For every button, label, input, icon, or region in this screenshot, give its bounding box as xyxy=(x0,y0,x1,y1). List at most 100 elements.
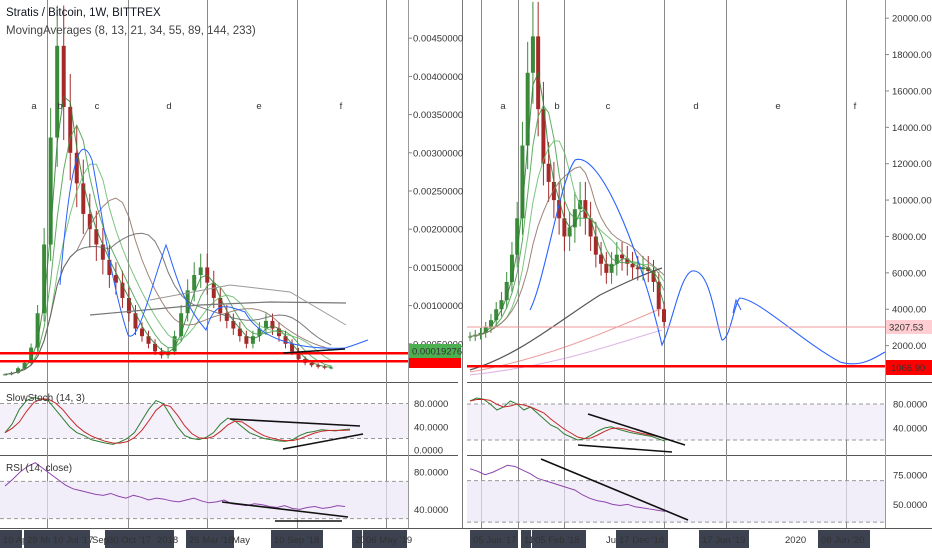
trendline xyxy=(221,501,349,518)
right-stoch-pane xyxy=(467,397,885,453)
candle-body xyxy=(329,367,334,369)
time-axis-label: 05 Jun '17 xyxy=(473,535,517,546)
candle-body xyxy=(316,365,321,367)
time-axis-label: 17 Jun '19 xyxy=(702,535,746,546)
time-label-bg xyxy=(699,530,749,548)
projection-curve xyxy=(529,158,886,365)
right-price-pane: a b c d e f xyxy=(467,1,886,376)
candle-body xyxy=(250,336,255,344)
time-label-bg xyxy=(186,530,234,548)
phase-label-d: d xyxy=(166,101,171,112)
rsi-line xyxy=(4,462,346,510)
stoch-axis-label: 0.0000 xyxy=(414,446,443,457)
candle-body xyxy=(604,263,609,273)
candle-body xyxy=(546,163,551,182)
time-label-bg xyxy=(521,530,531,548)
time-axis-label: 20 xyxy=(355,535,366,546)
candle-body xyxy=(120,282,125,298)
candle-body xyxy=(515,218,520,255)
rsi-band xyxy=(0,481,408,519)
phase-label-e: e xyxy=(775,101,780,112)
trendline xyxy=(282,433,364,450)
phase-label-c: c xyxy=(95,101,100,112)
candle-body xyxy=(468,336,472,338)
candle-body xyxy=(541,109,546,164)
candle-body xyxy=(68,106,73,153)
time-label-bg xyxy=(532,530,586,548)
phase-label-f: f xyxy=(340,101,343,112)
time-axis-label: 29 Ma xyxy=(27,535,54,546)
time-axis-label-faint: Sep xyxy=(92,535,109,546)
candle-body xyxy=(61,45,66,107)
candle-body xyxy=(609,263,614,273)
moving-average-line xyxy=(469,71,665,338)
support-price-tag xyxy=(409,358,461,368)
price-axis-label: 0.00100000 xyxy=(413,301,463,312)
candle-body xyxy=(113,275,118,283)
candle-body xyxy=(551,181,556,201)
candle-body xyxy=(218,297,223,314)
candle-body xyxy=(620,254,625,259)
price-axis-label: 18000.00 xyxy=(892,50,932,61)
phase-label-e: e xyxy=(256,101,261,112)
last-price-label: 3207.53 xyxy=(889,323,923,334)
candle-body xyxy=(478,332,483,335)
candle-body xyxy=(42,244,47,314)
time-label-bg xyxy=(50,530,90,548)
candle-body xyxy=(525,72,530,146)
candle-body xyxy=(520,145,525,219)
candle-body xyxy=(614,254,619,264)
trendline xyxy=(587,413,686,446)
candle-body xyxy=(29,347,34,363)
time-label-bg xyxy=(470,530,518,548)
candle-body xyxy=(172,336,177,352)
stoch-axis-label: 80.0000 xyxy=(893,400,927,411)
moving-average-line xyxy=(4,232,332,375)
candle-body xyxy=(35,313,40,348)
moving-average-line xyxy=(149,284,347,326)
time-axis-label: 06 May '19 xyxy=(366,535,412,546)
phase-label-b: b xyxy=(554,101,559,112)
moving-average-line xyxy=(469,166,665,338)
price-axis-label: 6000.00 xyxy=(892,268,926,279)
support-price-label: 1066.90 xyxy=(891,363,925,374)
time-label-bg xyxy=(616,530,668,548)
moving-average-line xyxy=(4,124,332,375)
time-axis-label: 2018 xyxy=(157,535,178,546)
candle-body xyxy=(3,374,7,376)
time-axis-label: 10 Jul '17 xyxy=(53,535,93,546)
price-axis-label: 0.00150000 xyxy=(413,263,463,274)
time-label-bg xyxy=(271,530,323,548)
time-label-bg xyxy=(24,530,50,548)
candle-body xyxy=(263,320,268,329)
candle-body xyxy=(231,320,236,329)
candle-body xyxy=(322,366,327,368)
trendline xyxy=(577,444,673,453)
rsi-axis-label: 75.0000 xyxy=(893,470,927,481)
candle-body xyxy=(494,309,499,321)
candle-body xyxy=(625,258,630,264)
candle-body xyxy=(656,281,661,310)
price-axis-label: 0.00200000 xyxy=(413,225,463,236)
candle-body xyxy=(94,229,99,245)
stoch-k-line xyxy=(469,397,666,442)
price-axis-label: 0.00450000 xyxy=(413,34,463,45)
rsi-axis-label: 80.0000 xyxy=(414,468,448,479)
candle-body xyxy=(244,336,249,344)
candle-body xyxy=(651,271,656,282)
candle-body xyxy=(146,336,151,344)
candle-body xyxy=(81,183,86,214)
candle-body xyxy=(588,218,593,237)
candle-body xyxy=(153,343,158,352)
price-axis-label: 0.00350000 xyxy=(413,110,463,121)
support-price-tag xyxy=(886,360,932,375)
phase-label-a: a xyxy=(500,101,506,112)
candle-body xyxy=(198,267,203,276)
right-rsi-pane xyxy=(467,458,885,523)
time-label-bg xyxy=(352,530,362,548)
price-axis-label: 20000.00 xyxy=(892,14,932,25)
phase-label-d: d xyxy=(693,101,698,112)
candle-body xyxy=(557,200,562,219)
last-price-tag xyxy=(886,320,932,334)
